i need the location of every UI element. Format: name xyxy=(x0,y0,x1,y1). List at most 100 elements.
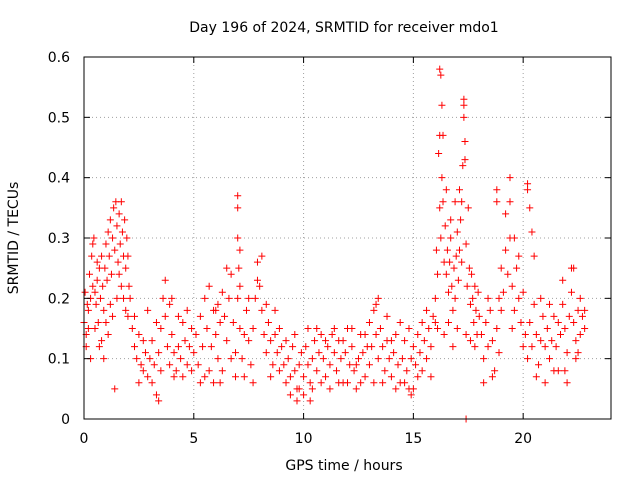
data-point xyxy=(249,325,257,332)
data-point xyxy=(449,343,457,351)
data-point xyxy=(106,300,114,308)
data-point xyxy=(470,318,478,326)
data-point xyxy=(93,258,101,266)
data-point xyxy=(379,379,387,387)
data-point xyxy=(212,331,220,339)
data-point xyxy=(429,312,437,320)
data-point xyxy=(89,282,97,290)
data-point xyxy=(488,337,496,345)
data-point xyxy=(445,318,453,326)
data-point xyxy=(260,331,268,339)
data-point xyxy=(286,373,294,381)
data-point xyxy=(559,300,567,308)
data-point xyxy=(163,343,171,351)
data-point xyxy=(113,294,121,302)
data-point xyxy=(515,294,523,302)
data-point xyxy=(346,361,354,369)
data-point xyxy=(499,288,507,296)
data-point xyxy=(437,234,445,242)
data-point xyxy=(565,312,573,320)
data-point xyxy=(452,252,460,260)
data-point xyxy=(482,318,490,326)
data-point xyxy=(256,282,264,290)
y-axis-label: SRMTID / TECUs xyxy=(6,182,22,295)
data-point xyxy=(234,192,242,200)
data-point xyxy=(447,234,455,242)
data-point xyxy=(150,361,158,369)
data-point xyxy=(480,355,488,363)
data-point xyxy=(333,367,341,375)
data-point xyxy=(453,228,461,236)
data-point xyxy=(271,331,279,339)
data-point xyxy=(460,113,468,121)
data-point xyxy=(341,349,349,357)
data-point xyxy=(170,373,178,381)
data-point xyxy=(463,282,471,290)
data-point xyxy=(455,186,463,194)
data-point xyxy=(245,294,253,302)
data-point xyxy=(491,367,499,375)
data-point xyxy=(563,379,571,387)
data-point xyxy=(524,186,532,194)
data-point xyxy=(107,270,115,278)
data-point xyxy=(137,361,145,369)
data-point xyxy=(464,204,472,212)
data-point xyxy=(201,294,209,302)
data-point xyxy=(92,300,100,308)
data-point xyxy=(196,312,204,320)
data-point xyxy=(370,306,378,314)
data-point xyxy=(390,349,398,357)
data-point xyxy=(106,216,114,224)
data-point xyxy=(221,312,229,320)
data-point xyxy=(212,306,220,314)
data-point xyxy=(543,325,551,332)
data-point xyxy=(330,325,338,332)
data-point xyxy=(537,294,545,302)
data-point xyxy=(416,349,424,357)
data-point xyxy=(513,264,521,272)
data-point xyxy=(368,343,376,351)
data-point xyxy=(84,325,92,332)
data-point xyxy=(449,306,457,314)
grid xyxy=(84,57,611,419)
data-point xyxy=(484,294,492,302)
data-point xyxy=(578,312,586,320)
y-tick-label: 0.1 xyxy=(48,352,70,368)
data-point xyxy=(554,318,562,326)
data-point xyxy=(437,71,445,79)
data-point xyxy=(561,325,569,332)
data-point xyxy=(98,252,106,260)
data-point xyxy=(81,288,89,296)
data-point xyxy=(317,331,325,339)
data-point xyxy=(477,331,485,339)
data-point xyxy=(466,300,474,308)
data-point xyxy=(161,312,169,320)
data-point xyxy=(541,379,549,387)
data-point xyxy=(532,373,540,381)
data-point xyxy=(508,325,516,332)
data-point xyxy=(462,331,470,339)
data-point xyxy=(116,240,124,248)
data-point xyxy=(188,367,196,375)
data-point xyxy=(374,355,382,363)
x-axis-label: GPS time / hours xyxy=(285,458,402,474)
data-point xyxy=(462,240,470,248)
data-point xyxy=(361,373,369,381)
data-point xyxy=(131,343,139,351)
data-point xyxy=(269,361,277,369)
data-point xyxy=(519,288,527,296)
data-point xyxy=(387,337,395,345)
data-point xyxy=(238,355,246,363)
data-point xyxy=(179,318,187,326)
data-point xyxy=(155,349,163,357)
data-point xyxy=(506,198,514,206)
data-point xyxy=(374,294,382,302)
data-point xyxy=(210,379,218,387)
data-point xyxy=(472,306,480,314)
data-point xyxy=(322,337,330,345)
data-point xyxy=(552,343,560,351)
data-point xyxy=(94,318,102,326)
data-point xyxy=(508,282,516,290)
data-point xyxy=(524,355,532,363)
data-point xyxy=(521,331,529,339)
